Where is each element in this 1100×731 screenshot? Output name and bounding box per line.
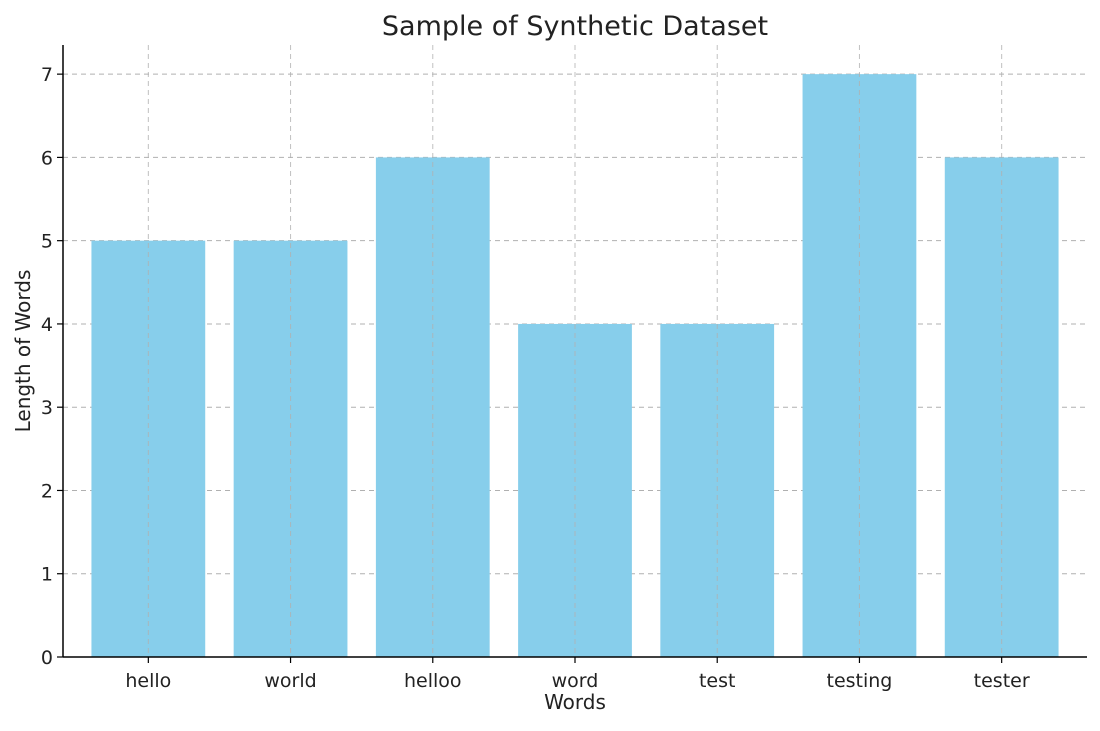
x-tick-label: tester xyxy=(974,670,1030,692)
y-tick-label: 2 xyxy=(41,480,53,502)
y-tick-label: 1 xyxy=(41,564,53,586)
y-tick-label: 3 xyxy=(41,397,53,419)
y-tick-label: 7 xyxy=(41,64,53,86)
x-tick-label: word xyxy=(552,670,599,692)
x-tick-label: test xyxy=(699,670,736,692)
x-axis-label: Words xyxy=(544,690,606,714)
x-axis-ticks: hello world helloo word test testing tester xyxy=(125,657,1030,692)
y-axis-label: Length of Words xyxy=(11,270,35,433)
y-axis-ticks: 0 1 2 3 4 5 6 7 xyxy=(41,64,63,669)
y-tick-label: 0 xyxy=(41,647,53,669)
chart-title: Sample of Synthetic Dataset xyxy=(382,11,768,42)
x-tick-label: helloo xyxy=(404,670,462,692)
x-tick-label: testing xyxy=(827,670,893,692)
x-tick-label: world xyxy=(264,670,316,692)
x-tick-label: hello xyxy=(125,670,171,692)
y-tick-label: 4 xyxy=(41,314,53,336)
vertical-grid-lines xyxy=(147,45,1003,657)
y-tick-label: 6 xyxy=(41,147,53,169)
y-tick-label: 5 xyxy=(41,231,53,253)
